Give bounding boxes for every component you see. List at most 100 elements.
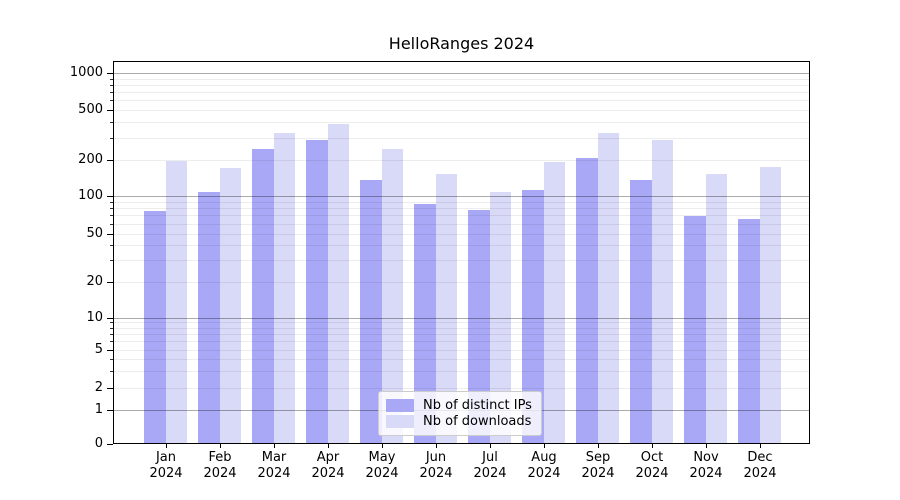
x-tick-mark-sep bbox=[598, 444, 599, 448]
bar-ips-apr bbox=[306, 139, 328, 444]
bar-downloads-aug bbox=[543, 162, 566, 444]
gridline-10 bbox=[113, 318, 810, 319]
y-tick-label-2: 2 bbox=[94, 380, 103, 395]
bar-ips-jul bbox=[468, 210, 490, 444]
bar-downloads-feb bbox=[219, 168, 242, 444]
gridline-40 bbox=[113, 245, 810, 246]
bar-ips-oct bbox=[630, 180, 652, 444]
gridline-2 bbox=[113, 388, 810, 389]
bar-downloads-jul bbox=[489, 192, 512, 444]
y-tick-label-200: 200 bbox=[78, 152, 103, 167]
gridline-1000 bbox=[113, 73, 810, 74]
y-minortick-mark-6 bbox=[110, 341, 113, 342]
bar-ips-nov bbox=[684, 216, 706, 444]
gridline-200 bbox=[113, 160, 810, 161]
x-tick-mark-oct bbox=[652, 444, 653, 448]
x-tick-label-aug: Aug 2024 bbox=[527, 450, 561, 481]
y-tick-label-5: 5 bbox=[94, 342, 103, 357]
y-minortick-mark-300 bbox=[110, 138, 113, 139]
gridline-100 bbox=[113, 196, 810, 197]
x-tick-mark-mar bbox=[274, 444, 275, 448]
y-tick-mark-1 bbox=[107, 410, 113, 411]
x-tick-label-sep: Sep 2024 bbox=[581, 450, 615, 481]
gridline-900 bbox=[113, 79, 810, 80]
gridline-90 bbox=[113, 202, 810, 203]
legend-label-distinct-ips: Nb of distinct IPs bbox=[423, 398, 532, 413]
x-tick-label-apr: Apr 2024 bbox=[311, 450, 345, 481]
bars-layer bbox=[113, 61, 810, 444]
legend-row-downloads: Nb of downloads bbox=[386, 414, 532, 429]
y-tick-label-0: 0 bbox=[94, 436, 103, 451]
y-minortick-mark-3 bbox=[110, 371, 113, 372]
legend: Nb of distinct IPs Nb of downloads bbox=[378, 391, 542, 436]
y-minortick-mark-60 bbox=[110, 224, 113, 225]
bar-downloads-sep bbox=[597, 132, 620, 444]
gridline-4 bbox=[113, 359, 810, 360]
grid-layer bbox=[113, 61, 810, 444]
gridline-500 bbox=[113, 110, 810, 111]
bar-downloads-may bbox=[381, 149, 404, 444]
y-tick-label-100: 100 bbox=[78, 188, 103, 203]
gridline-60 bbox=[113, 224, 810, 225]
y-tick-mark-20 bbox=[107, 282, 113, 283]
gridline-6 bbox=[113, 341, 810, 342]
x-tick-mark-feb bbox=[220, 444, 221, 448]
bar-ips-aug bbox=[522, 189, 544, 444]
bar-downloads-nov bbox=[705, 173, 728, 444]
y-tick-mark-100 bbox=[107, 196, 113, 197]
gridline-50 bbox=[113, 234, 810, 235]
x-tick-label-jul: Jul 2024 bbox=[473, 450, 507, 481]
y-tick-mark-10 bbox=[107, 318, 113, 319]
y-minortick-mark-40 bbox=[110, 245, 113, 246]
y-tick-mark-1000 bbox=[107, 73, 113, 74]
gridline-300 bbox=[113, 138, 810, 139]
bar-ips-jan bbox=[144, 210, 166, 444]
x-tick-mark-aug bbox=[544, 444, 545, 448]
y-minortick-mark-600 bbox=[110, 100, 113, 101]
gridline-7 bbox=[113, 334, 810, 335]
y-minortick-mark-700 bbox=[110, 92, 113, 93]
x-tick-label-mar: Mar 2024 bbox=[257, 450, 291, 481]
gridline-600 bbox=[113, 100, 810, 101]
bar-downloads-oct bbox=[651, 139, 674, 444]
y-minortick-mark-70 bbox=[110, 215, 113, 216]
y-minortick-mark-9 bbox=[110, 322, 113, 323]
x-tick-label-jun: Jun 2024 bbox=[419, 450, 453, 481]
bar-ips-dec bbox=[738, 219, 760, 444]
bar-ips-may bbox=[360, 180, 382, 444]
y-minortick-mark-90 bbox=[110, 202, 113, 203]
gridline-5 bbox=[113, 350, 810, 351]
y-minortick-mark-8 bbox=[110, 328, 113, 329]
y-minortick-mark-7 bbox=[110, 334, 113, 335]
y-minortick-mark-30 bbox=[110, 260, 113, 261]
bar-downloads-jun bbox=[435, 173, 458, 444]
y-tick-mark-2 bbox=[107, 388, 113, 389]
y-tick-mark-200 bbox=[107, 160, 113, 161]
bar-ips-jun bbox=[414, 203, 436, 444]
legend-label-downloads: Nb of downloads bbox=[423, 414, 532, 429]
gridline-80 bbox=[113, 208, 810, 209]
y-tick-mark-0 bbox=[107, 444, 113, 445]
x-tick-label-may: May 2024 bbox=[365, 450, 399, 481]
y-tick-label-10: 10 bbox=[86, 310, 103, 325]
y-minortick-mark-900 bbox=[110, 79, 113, 80]
legend-swatch-distinct-ips bbox=[386, 399, 414, 412]
bar-downloads-jan bbox=[165, 161, 188, 444]
x-tick-mark-apr bbox=[328, 444, 329, 448]
y-tick-label-1000: 1000 bbox=[69, 65, 103, 80]
y-minortick-mark-400 bbox=[110, 122, 113, 123]
y-tick-mark-5 bbox=[107, 350, 113, 351]
x-tick-label-dec: Dec 2024 bbox=[743, 450, 777, 481]
legend-row-distinct-ips: Nb of distinct IPs bbox=[386, 398, 532, 413]
x-tick-mark-jul bbox=[490, 444, 491, 448]
bar-downloads-apr bbox=[327, 124, 350, 444]
x-tick-label-jan: Jan 2024 bbox=[149, 450, 183, 481]
gridline-3 bbox=[113, 371, 810, 372]
gridline-700 bbox=[113, 92, 810, 93]
x-tick-label-feb: Feb 2024 bbox=[203, 450, 237, 481]
x-tick-mark-dec bbox=[760, 444, 761, 448]
bar-downloads-mar bbox=[273, 133, 296, 444]
x-tick-label-oct: Oct 2024 bbox=[635, 450, 669, 481]
bar-ips-mar bbox=[252, 148, 274, 444]
y-tick-label-1: 1 bbox=[94, 402, 103, 417]
